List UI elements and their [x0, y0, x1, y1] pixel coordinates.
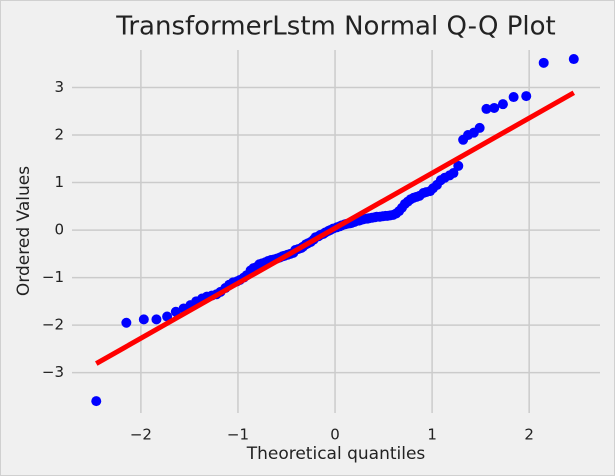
y-tick-label: −1	[42, 268, 64, 286]
data-point	[91, 396, 102, 407]
x-tick-label: 2	[524, 426, 534, 444]
data-point	[538, 57, 549, 68]
data-point	[448, 168, 459, 179]
x-tick-label: 0	[330, 426, 340, 444]
y-tick-label: −3	[42, 363, 64, 381]
x-tick-label: 1	[427, 426, 437, 444]
y-tick-label: 3	[54, 78, 64, 96]
data-point	[508, 92, 519, 103]
data-point	[162, 311, 173, 322]
x-axis-label: Theoretical quantiles	[246, 444, 426, 464]
data-point	[121, 317, 132, 328]
fit-line	[95, 90, 576, 366]
y-tick-label: 0	[54, 221, 64, 239]
x-tick-label: −2	[130, 426, 152, 444]
data-point	[497, 99, 508, 110]
data-point	[489, 102, 500, 113]
data-point	[474, 122, 485, 133]
y-tick-label: 2	[54, 126, 64, 144]
data-point	[453, 160, 464, 171]
data-point	[568, 54, 579, 65]
data-point	[481, 103, 492, 114]
x-tick-label: −1	[227, 426, 249, 444]
data-point	[138, 314, 149, 325]
data-point	[151, 314, 162, 325]
y-tick-label: 1	[54, 173, 64, 191]
data-point	[521, 91, 532, 102]
chart-title: TransformerLstm Normal Q-Q Plot	[115, 12, 555, 42]
y-axis-label: Ordered Values	[14, 166, 34, 296]
y-tick-label: −2	[42, 316, 64, 334]
